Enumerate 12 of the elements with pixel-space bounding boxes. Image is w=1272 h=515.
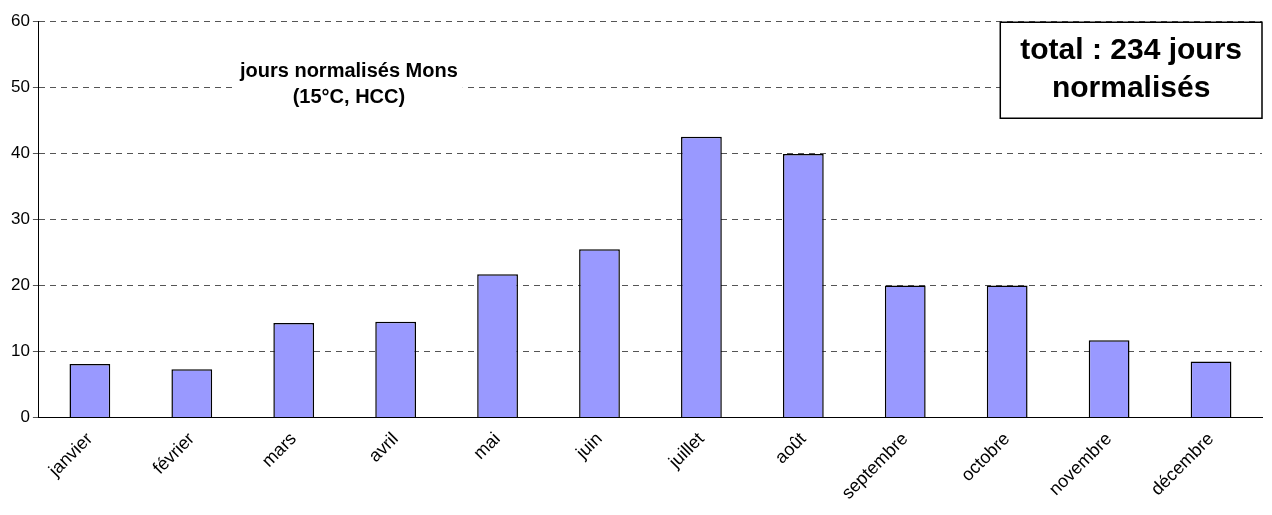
y-tick-label: 50 [10,76,30,96]
annotation: jours normalisés Mons (15°C, HCC) [238,58,458,107]
y-tick-label: 20 [10,275,30,295]
y-tick-label: 60 [10,10,30,30]
x-tick-label: mai [469,428,504,464]
y-tick-label: 10 [10,341,30,361]
x-tick-label: août [770,428,810,468]
annotation: total : 234 jours normalisés [1020,32,1242,104]
x-tick-label: juin [571,428,606,464]
y-tick-label: 0 [20,407,30,427]
y-tick-label: 40 [10,143,30,163]
y-tick-label: 30 [10,209,30,229]
